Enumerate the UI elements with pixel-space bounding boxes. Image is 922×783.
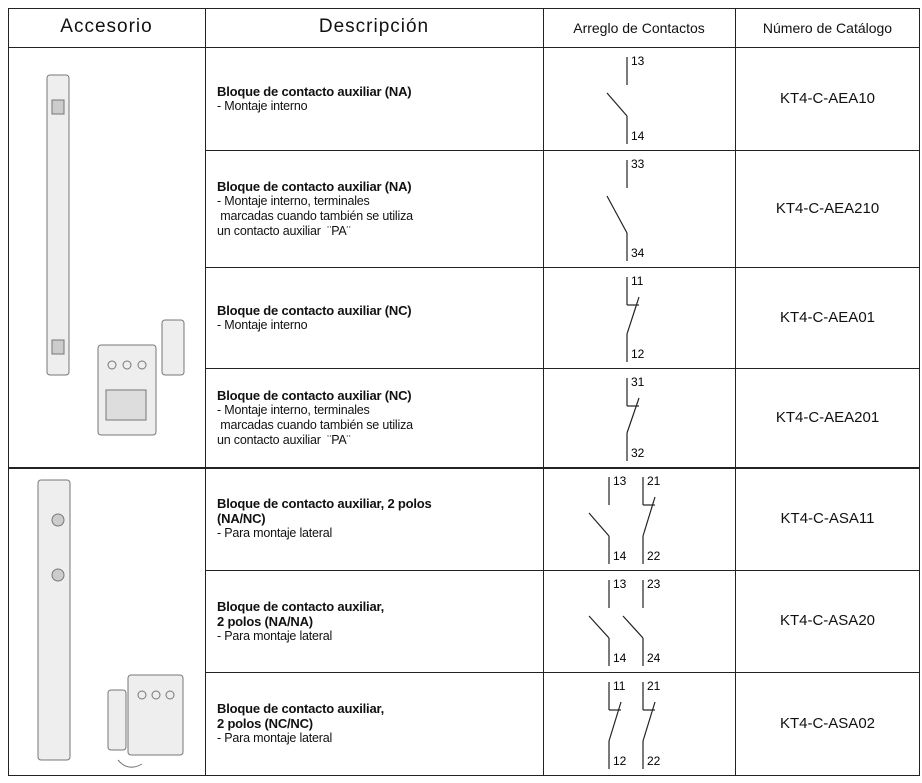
description-title: Bloque de contacto auxiliar (NA) — [217, 83, 412, 99]
description-title: 2 polos (NA/NA) — [217, 613, 313, 629]
rule — [205, 8, 206, 775]
catalog-number: KT4-C-ASA11 — [780, 509, 875, 527]
rule — [205, 672, 920, 673]
contact-line — [606, 92, 628, 117]
catalog-number: KT4-C-AEA201 — [775, 408, 880, 426]
description-detail: marcadas cuando también se utiliza — [217, 208, 413, 223]
description-detail: marcadas cuando también se utiliza — [217, 417, 413, 432]
contact-line — [588, 512, 610, 537]
rule — [543, 8, 544, 775]
rule — [205, 150, 920, 151]
description-detail: - Para montaje lateral — [217, 526, 333, 540]
terminal-number: 24 — [647, 651, 661, 665]
contact-line — [642, 701, 656, 742]
description-detail: - Montaje interno — [217, 317, 308, 332]
contact-line — [588, 615, 610, 639]
contact-line — [642, 496, 656, 537]
description: Bloque de contacto auxiliar, 2 polos (NA/… — [217, 599, 384, 644]
rule — [735, 8, 736, 775]
description-title: Bloque de contacto auxiliar (NC) — [217, 387, 412, 403]
rule — [8, 8, 920, 9]
description-title: Bloque de contacto auxiliar, — [217, 701, 385, 716]
terminal-number: 13 — [613, 474, 627, 488]
terminal-number: 21 — [647, 474, 661, 488]
rule — [8, 775, 920, 776]
description-detail: - Montaje interno, terminales — [217, 402, 370, 417]
terminal-number: 14 — [613, 651, 627, 665]
column-header: Accesorio — [60, 16, 153, 37]
contact-line — [606, 195, 628, 234]
rule — [205, 570, 920, 571]
description-detail: - Para montaje lateral — [217, 628, 333, 643]
catalog-number: KT4-C-ASA02 — [779, 714, 876, 732]
terminal-number: 13 — [613, 577, 627, 591]
description: Bloque de contacto auxiliar (NC) - Montaj… — [217, 388, 413, 448]
description: Bloque de contacto auxiliar (NC) - Montaj… — [217, 302, 412, 333]
rule — [205, 267, 920, 268]
terminal-number: 21 — [647, 679, 661, 693]
terminal-number: 34 — [631, 246, 645, 260]
side-aux-block-image — [37, 479, 184, 768]
column-header: Número de Catálogo — [762, 20, 893, 36]
description-detail: - Montaje interno, terminales — [217, 193, 370, 208]
rule — [919, 8, 920, 775]
terminal-number: 33 — [631, 157, 645, 171]
terminal-number: 32 — [631, 446, 645, 460]
terminal-number: 12 — [613, 754, 627, 768]
description-title: (NA/NC) — [217, 511, 266, 526]
internal-aux-block-image — [46, 74, 185, 436]
description-detail: un contacto auxiliar ¨PA¨ — [217, 432, 351, 447]
description-detail: un contacto auxiliar ¨PA¨ — [217, 223, 351, 238]
column-header: Descripción — [318, 16, 430, 37]
catalog-number: KT4-C-ASA20 — [779, 612, 876, 629]
terminal-number: 14 — [631, 129, 645, 143]
rule — [8, 467, 920, 469]
terminal-number: 22 — [647, 754, 661, 768]
description: Bloque de contacto auxiliar (NA) - Montaj… — [217, 179, 413, 239]
description-title: Bloque de contacto auxiliar, — [217, 598, 385, 614]
rule — [8, 47, 920, 48]
description: Bloque de contacto auxiliar, 2 polos (NC/… — [217, 701, 384, 746]
contact-line — [608, 701, 622, 742]
catalog-number: KT4-C-AEA10 — [779, 89, 876, 107]
catalog-number: KT4-C-AEA210 — [775, 199, 880, 217]
terminal-number: 11 — [613, 679, 626, 693]
terminal-number: 31 — [631, 375, 645, 389]
terminal-number: 23 — [647, 577, 661, 591]
description: Bloque de contacto auxiliar (NA) - Montaj… — [217, 83, 412, 114]
terminal-number: 11 — [631, 274, 644, 288]
description-title: Bloque de contacto auxiliar, 2 polos — [217, 496, 432, 511]
description-title: 2 polos (NC/NC) — [217, 716, 313, 731]
terminal-number: 22 — [647, 549, 661, 563]
catalog-number: KT4-C-AEA01 — [779, 308, 876, 326]
terminal-number: 13 — [631, 54, 645, 68]
rule — [8, 8, 9, 775]
description: Bloque de contacto auxiliar, 2 polos (NA/… — [217, 496, 432, 541]
rule — [205, 368, 920, 369]
description-detail: - Para montaje lateral — [217, 731, 333, 745]
terminal-number: 14 — [613, 549, 627, 563]
description-title: Bloque de contacto auxiliar (NC) — [217, 302, 412, 318]
contact-line — [626, 397, 640, 434]
contact-line — [626, 296, 640, 335]
terminal-number: 12 — [631, 347, 645, 361]
description-title: Bloque de contacto auxiliar (NA) — [217, 178, 412, 194]
column-header: Arreglo de Contactos — [573, 20, 705, 36]
contact-line — [622, 615, 644, 639]
description-detail: - Montaje interno — [217, 98, 308, 113]
